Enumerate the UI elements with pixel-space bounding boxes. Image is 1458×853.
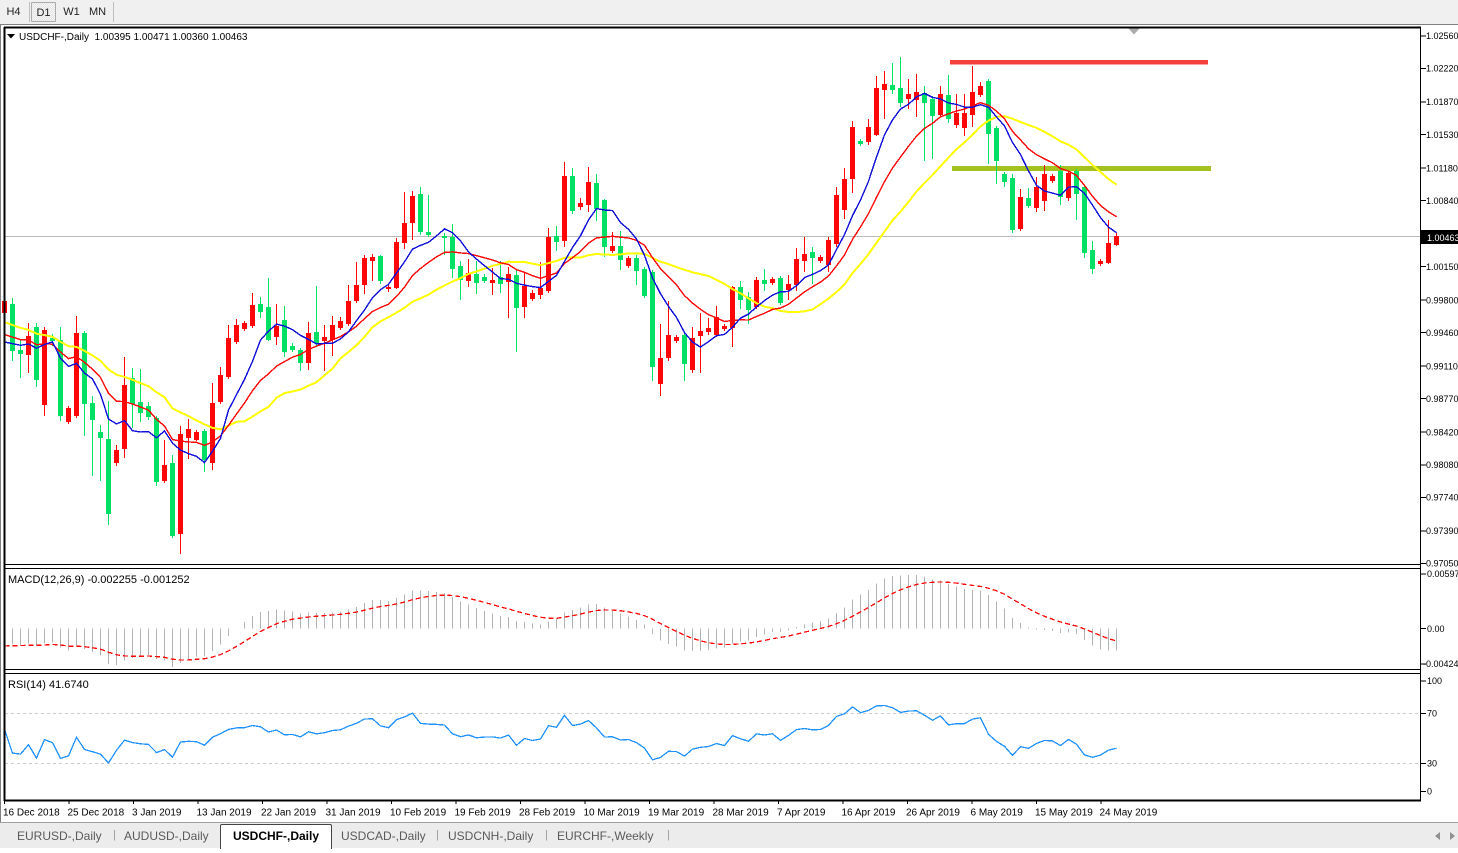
svg-text:30: 30 <box>1427 759 1437 769</box>
svg-text:1.00840: 1.00840 <box>1426 196 1458 206</box>
svg-text:0.98770: 0.98770 <box>1426 394 1458 404</box>
svg-text:0.98080: 0.98080 <box>1426 460 1458 470</box>
svg-text:28 Feb 2019: 28 Feb 2019 <box>519 808 576 819</box>
svg-text:26 Apr 2019: 26 Apr 2019 <box>906 808 960 819</box>
svg-text:0.99460: 0.99460 <box>1426 328 1458 338</box>
svg-text:3 Jan 2019: 3 Jan 2019 <box>132 808 182 819</box>
svg-text:7 Apr 2019: 7 Apr 2019 <box>777 808 826 819</box>
svg-text:1.01530: 1.01530 <box>1426 130 1458 140</box>
svg-text:MACD(12,26,9) -0.002255 -0.001: MACD(12,26,9) -0.002255 -0.001252 <box>8 574 190 586</box>
svg-text:1.02220: 1.02220 <box>1426 64 1458 74</box>
svg-text:10 Feb 2019: 10 Feb 2019 <box>390 808 447 819</box>
svg-text:1.00463: 1.00463 <box>1427 233 1458 243</box>
svg-text:0.00597: 0.00597 <box>1427 569 1458 579</box>
svg-text:31 Jan 2019: 31 Jan 2019 <box>326 808 381 819</box>
svg-text:0.98420: 0.98420 <box>1426 427 1458 437</box>
svg-text:100: 100 <box>1427 676 1442 686</box>
svg-text:19 Mar 2019: 19 Mar 2019 <box>648 808 705 819</box>
svg-text:0: 0 <box>1427 787 1432 797</box>
svg-text:25 Dec 2018: 25 Dec 2018 <box>68 808 125 819</box>
svg-text:1.00150: 1.00150 <box>1426 262 1458 272</box>
svg-text:RSI(14) 41.6740: RSI(14) 41.6740 <box>8 679 89 691</box>
svg-text:28 Mar 2019: 28 Mar 2019 <box>713 808 770 819</box>
svg-text:1.02560: 1.02560 <box>1426 31 1458 41</box>
svg-text:0.99800: 0.99800 <box>1426 295 1458 305</box>
svg-text:6 May 2019: 6 May 2019 <box>971 808 1024 819</box>
svg-text:13 Jan 2019: 13 Jan 2019 <box>197 808 252 819</box>
svg-text:0.00: 0.00 <box>1427 624 1445 634</box>
svg-text:10 Mar 2019: 10 Mar 2019 <box>584 808 641 819</box>
svg-text:19 Feb 2019: 19 Feb 2019 <box>455 808 512 819</box>
svg-text:0.97740: 0.97740 <box>1426 493 1458 503</box>
svg-text:USDCHF-,Daily 1.00395 1.00471: USDCHF-,Daily 1.00395 1.00471 1.00360 1.… <box>19 32 248 43</box>
svg-text:16 Apr 2019: 16 Apr 2019 <box>842 808 896 819</box>
svg-text:-0.00424: -0.00424 <box>1423 659 1458 669</box>
svg-text:70: 70 <box>1427 709 1437 719</box>
svg-text:1.01180: 1.01180 <box>1426 163 1458 173</box>
svg-text:16 Dec 2018: 16 Dec 2018 <box>3 808 60 819</box>
svg-text:1.01870: 1.01870 <box>1426 97 1458 107</box>
svg-text:0.97050: 0.97050 <box>1426 559 1458 569</box>
svg-text:24 May 2019: 24 May 2019 <box>1100 808 1158 819</box>
svg-text:0.99110: 0.99110 <box>1426 361 1458 371</box>
svg-text:22 Jan 2019: 22 Jan 2019 <box>261 808 316 819</box>
svg-text:0.97390: 0.97390 <box>1426 526 1458 536</box>
svg-text:15 May 2019: 15 May 2019 <box>1035 808 1093 819</box>
